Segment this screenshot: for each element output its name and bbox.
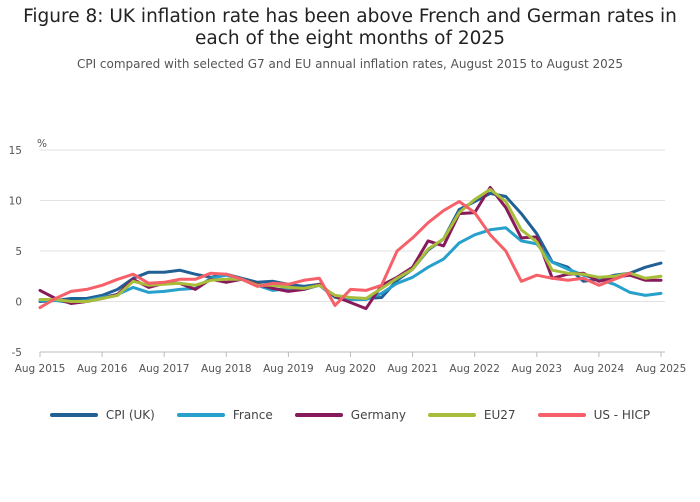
legend-item[interactable]: France xyxy=(176,408,273,422)
x-tick-label: Aug 2023 xyxy=(512,363,563,375)
x-tick-label: Aug 2015 xyxy=(15,363,66,375)
legend-item[interactable]: EU27 xyxy=(427,408,516,422)
x-tick-label: Aug 2019 xyxy=(263,363,314,375)
legend-swatch xyxy=(537,413,586,417)
x-tick-label: Aug 2025 xyxy=(636,363,687,375)
y-tick-label: 0 xyxy=(15,297,22,309)
x-tick-label: Aug 2021 xyxy=(387,363,438,375)
legend-label: EU27 xyxy=(483,408,516,422)
plot-area: % 15 10 5 0 -5 Aug 2015 Aug 2016 Aug 2017 Aug 20… xyxy=(9,138,687,375)
legend-item[interactable]: US - HICP xyxy=(537,408,651,422)
legend: CPI (UK) France Germany EU27 US - HICP xyxy=(0,408,700,422)
x-tick-label: Aug 2016 xyxy=(77,363,128,375)
series-line-france xyxy=(38,226,663,304)
legend-label: CPI (UK) xyxy=(105,408,155,422)
series-line-eu27 xyxy=(38,187,663,303)
legend-item[interactable]: Germany xyxy=(294,408,406,422)
x-tick-label: Aug 2018 xyxy=(201,363,252,375)
legend-swatch xyxy=(427,413,476,417)
legend-label: Germany xyxy=(350,408,406,422)
legend-label: US - HICP xyxy=(593,408,651,422)
x-tick-label: Aug 2020 xyxy=(325,363,376,375)
chart-title: Figure 8: UK inflation rate has been abo… xyxy=(23,6,677,49)
x-tick-label: Aug 2017 xyxy=(139,363,190,375)
legend-label: France xyxy=(232,408,273,422)
y-tick-label: 5 xyxy=(15,246,22,258)
series-line-us-hicp xyxy=(38,200,632,310)
x-tick-label: Aug 2022 xyxy=(449,363,500,375)
y-tick-label: 10 xyxy=(9,196,22,208)
legend-swatch xyxy=(176,413,225,417)
y-axis-label: % xyxy=(37,138,47,150)
legend-swatch xyxy=(294,413,343,417)
legend-swatch xyxy=(49,413,98,417)
legend-item[interactable]: CPI (UK) xyxy=(49,408,155,422)
y-tick-label: 15 xyxy=(9,145,22,157)
series-line-cpi-uk- xyxy=(38,191,663,303)
x-tick-label: Aug 2024 xyxy=(574,363,625,375)
chart-subtitle: CPI compared with selected G7 and EU ann… xyxy=(76,57,624,71)
y-tick-label: -5 xyxy=(12,347,22,359)
